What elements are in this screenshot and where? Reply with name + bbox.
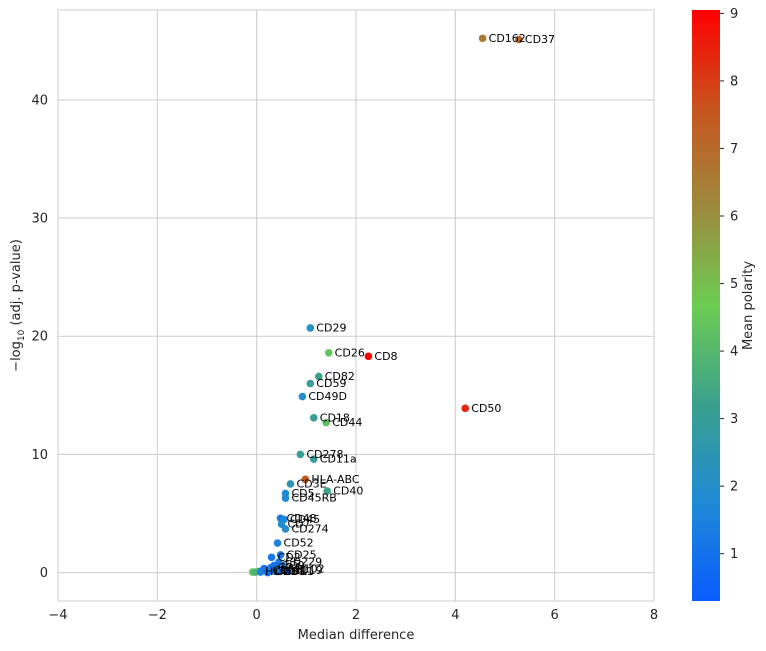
data-point <box>478 34 487 43</box>
point-label: CD45 <box>290 513 320 526</box>
colorbar-tick-label: 6 <box>730 210 738 225</box>
x-axis-title: Median difference <box>298 628 415 643</box>
data-point <box>276 551 285 559</box>
data-point <box>273 565 282 573</box>
data-point <box>281 525 290 533</box>
point-label: CD26 <box>335 346 365 359</box>
point-label: CD6 <box>280 564 303 577</box>
data-point <box>306 324 315 332</box>
data-point <box>309 455 318 463</box>
y-tick-label: 0 <box>40 566 48 581</box>
point-label: CD278 <box>306 448 343 461</box>
colorbar-tick-label: 7 <box>730 142 738 157</box>
data-point <box>324 348 333 357</box>
data-point <box>281 494 290 502</box>
y-tick-label: 40 <box>31 93 48 108</box>
point-label: CD4 <box>278 561 301 574</box>
data-point <box>267 553 276 562</box>
y-axis-title-prefix: −log <box>9 341 24 372</box>
colorbar-tick-label: 5 <box>730 277 738 292</box>
y-tick-label: 20 <box>31 330 48 345</box>
point-label: CD59 <box>316 377 346 390</box>
point-label: CD18 <box>320 411 350 424</box>
grid <box>57 10 655 601</box>
data-point <box>309 413 318 422</box>
point-label: CD48 <box>287 512 317 525</box>
data-point <box>301 475 310 484</box>
y-axis-title: −log10 (adj. p-value) <box>9 239 27 372</box>
data-point <box>515 35 523 44</box>
point-label: CD40 <box>333 485 363 498</box>
point-label: CD102 <box>288 563 325 576</box>
data-point <box>306 379 315 388</box>
point-label: CD274 <box>291 522 328 535</box>
point-label: CD1 <box>273 564 296 577</box>
y-axis-title-suffix: (adj. p-value) <box>9 239 24 329</box>
data-points <box>248 34 523 577</box>
point-label: CD37 <box>525 33 555 46</box>
data-point <box>298 392 307 401</box>
point-label: CD7 <box>288 518 311 531</box>
point-label: CD11 <box>284 565 314 578</box>
point-label: CD3E <box>296 477 326 490</box>
point-label: CD50 <box>471 402 501 415</box>
x-tick-label: −2 <box>148 608 167 623</box>
colorbar-ticks: 1 2 3 4 5 6 7 8 9 <box>720 7 738 562</box>
x-tick-label: 6 <box>551 608 559 623</box>
y-tick-label: 30 <box>31 212 48 227</box>
point-label: CD44 <box>332 416 362 429</box>
x-tick-label: 0 <box>253 608 261 623</box>
colorbar-tick-label: 8 <box>730 74 738 89</box>
y-tick-label: 10 <box>31 448 48 463</box>
data-point <box>296 450 305 459</box>
point-label: CD82 <box>325 370 355 383</box>
colorbar-tick-label: 3 <box>730 412 738 427</box>
point-label: HLA-DR <box>265 565 307 578</box>
point-label: CD45RB <box>291 492 336 505</box>
colorbar-tick-label: 2 <box>730 480 738 495</box>
y-axis-title-subscript: 10 <box>17 329 27 341</box>
point-label: CD9 <box>282 559 305 572</box>
data-point <box>286 480 295 488</box>
y-axis-ticks: 0 10 20 30 40 <box>31 93 48 581</box>
point-label: CD162 <box>489 32 526 45</box>
data-point <box>323 487 331 495</box>
point-label: CD3 <box>275 565 298 578</box>
colorbar-title: Mean polarity <box>741 261 756 350</box>
x-axis-ticks: −4 −2 0 2 4 6 8 <box>48 608 658 623</box>
point-label: CD29 <box>316 321 346 334</box>
point-label: CD11a <box>320 453 357 466</box>
data-point <box>273 539 282 547</box>
data-point <box>283 567 292 576</box>
colorbar <box>692 10 720 601</box>
point-label: CD19 <box>292 564 322 577</box>
colorbar-tick-label: 4 <box>730 345 738 360</box>
point-label: HLA-ABC <box>311 473 360 486</box>
x-tick-label: 4 <box>451 608 459 623</box>
data-point <box>461 404 470 413</box>
x-tick-label: 2 <box>352 608 360 623</box>
point-label: CD229 <box>285 555 322 568</box>
x-tick-label: 8 <box>650 608 658 623</box>
data-point <box>322 418 331 427</box>
point-label: CD25 <box>287 548 317 561</box>
point-label: CD2 <box>278 551 301 564</box>
data-point <box>364 352 373 361</box>
data-point <box>314 372 323 381</box>
colorbar-tick-label: 1 <box>730 547 738 562</box>
colorbar-tick-label: 9 <box>730 7 738 22</box>
point-label: CD5 <box>291 487 314 500</box>
x-tick-label: −4 <box>48 608 67 623</box>
point-label: CD49D <box>308 390 347 403</box>
point-label: CD52 <box>284 537 314 550</box>
point-label: CD8 <box>374 350 397 363</box>
